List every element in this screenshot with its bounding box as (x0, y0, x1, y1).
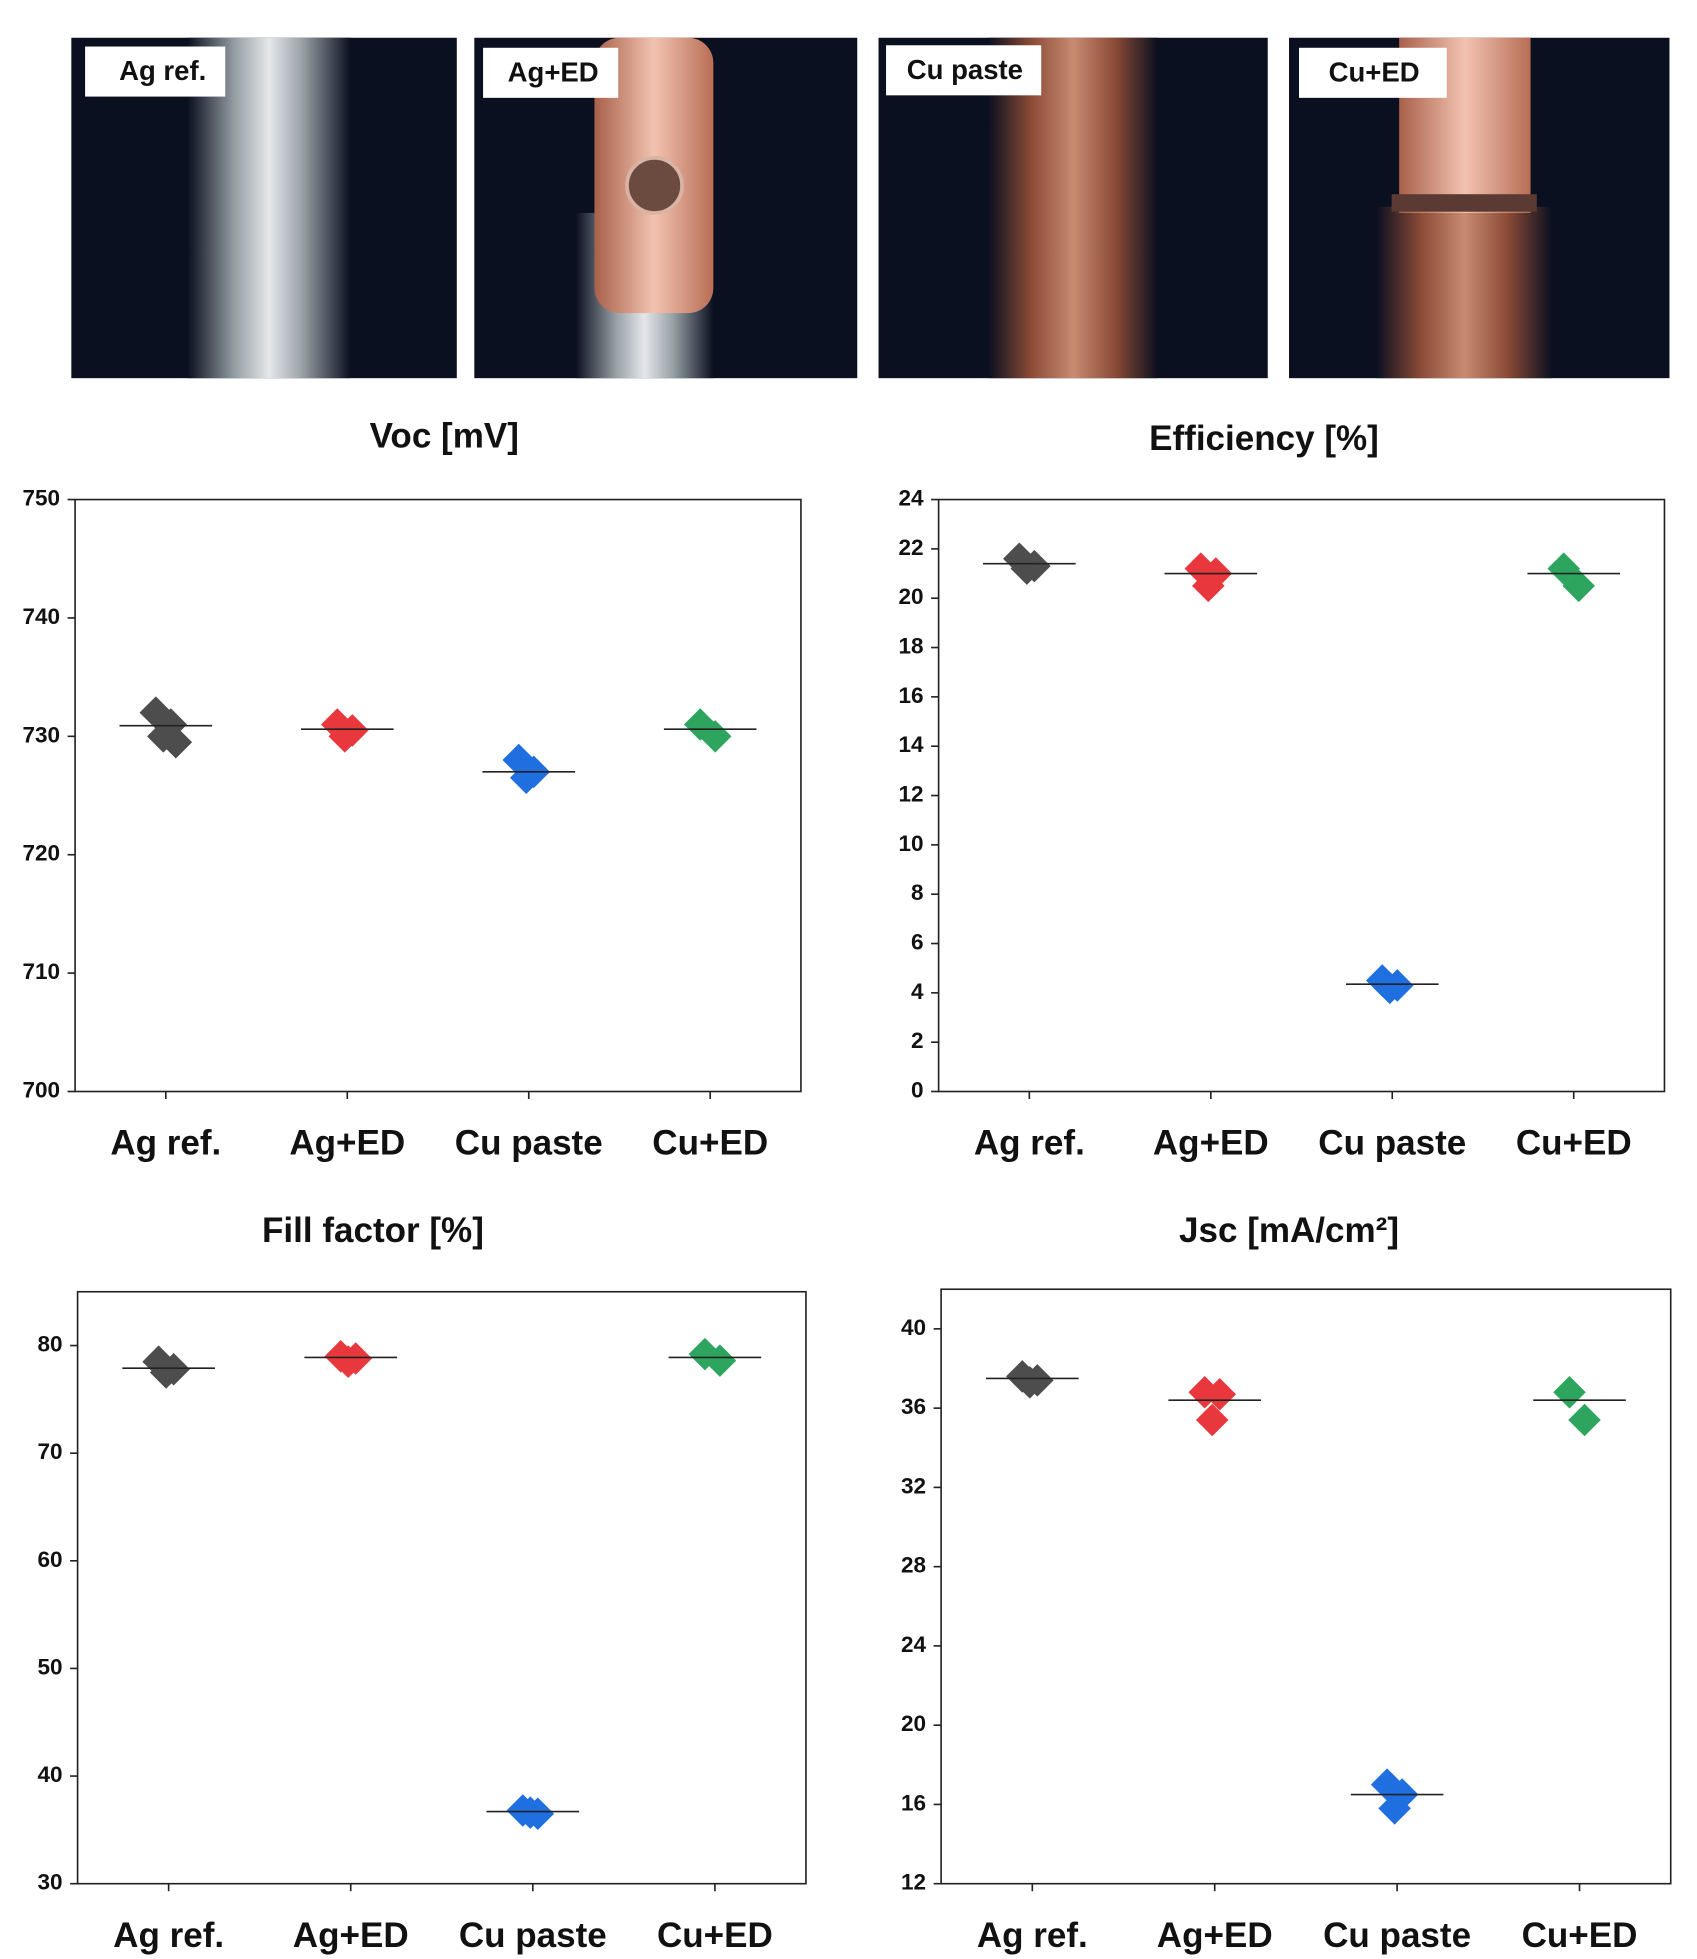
chart-title: Jsc [mA/cm²] (1179, 1211, 1399, 1250)
y-tick-label: 32 (901, 1473, 926, 1498)
photo-label: Cu paste (907, 54, 1023, 85)
x-tick-label: Ag ref. (110, 1124, 221, 1163)
y-tick-label: 24 (901, 1632, 927, 1657)
y-tick-label: 60 (38, 1547, 63, 1572)
x-tick-label: Ag ref. (977, 1916, 1088, 1955)
y-tick-label: 50 (38, 1654, 63, 1679)
x-tick-label: Ag ref. (974, 1124, 1085, 1163)
y-tick-label: 730 (22, 722, 60, 747)
y-tick-label: 28 (901, 1553, 926, 1578)
page: Ag ref. Ag+ED Cu paste Cu+ED Voc [mV]700… (0, 0, 1697, 1959)
x-tick-label: Ag+ED (293, 1916, 409, 1955)
x-tick-label: Ag+ED (289, 1124, 405, 1163)
y-tick-label: 40 (38, 1762, 63, 1787)
y-tick-label: 40 (901, 1315, 926, 1340)
x-tick-label: Cu+ED (1522, 1916, 1638, 1955)
photo-label: Cu+ED (1329, 56, 1420, 87)
photo-detail (1392, 194, 1537, 212)
x-tick-label: Ag+ED (1153, 1124, 1269, 1163)
y-tick-label: 720 (22, 841, 60, 866)
x-tick-label: Cu+ED (1516, 1124, 1632, 1163)
y-tick-label: 30 (38, 1870, 63, 1895)
photos: Ag ref. Ag+ED Cu paste Cu+ED (71, 38, 1669, 378)
photo-detail (627, 158, 682, 213)
y-tick-label: 750 (22, 486, 60, 511)
data-point (1553, 1376, 1586, 1409)
x-tick-label: Cu paste (455, 1124, 603, 1163)
y-tick-label: 22 (899, 535, 924, 560)
y-tick-label: 740 (22, 604, 60, 629)
x-tick-label: Cu paste (1318, 1124, 1466, 1163)
y-tick-label: 16 (899, 683, 924, 708)
y-tick-label: 80 (38, 1332, 63, 1357)
chart-title: Fill factor [%] (262, 1211, 484, 1250)
photo-label: Ag+ED (508, 56, 599, 87)
photo-band (1377, 207, 1552, 378)
y-tick-label: 70 (38, 1439, 63, 1464)
y-tick-label: 10 (899, 831, 924, 856)
y-tick-label: 4 (911, 979, 924, 1004)
y-tick-label: 6 (911, 929, 924, 954)
y-tick-label: 18 (899, 633, 924, 658)
y-tick-label: 8 (911, 880, 924, 905)
y-tick-label: 16 (901, 1790, 926, 1815)
chart-title: Voc [mV] (370, 416, 519, 455)
y-tick-label: 710 (22, 959, 60, 984)
x-tick-label: Cu+ED (652, 1124, 768, 1163)
data-point (1568, 1404, 1601, 1437)
x-tick-label: Cu paste (1323, 1916, 1471, 1955)
y-tick-label: 24 (899, 486, 925, 511)
y-tick-label: 20 (901, 1711, 926, 1736)
data-point (1196, 1404, 1229, 1437)
figure: Ag ref. Ag+ED Cu paste Cu+ED Voc [mV]700… (0, 0, 1697, 1959)
plot-frame (75, 500, 801, 1092)
x-tick-label: Cu+ED (657, 1916, 773, 1955)
chart-title: Efficiency [%] (1149, 419, 1379, 458)
x-tick-label: Ag ref. (113, 1916, 224, 1955)
plot-frame (939, 500, 1665, 1092)
x-tick-label: Ag+ED (1157, 1916, 1273, 1955)
y-tick-label: 12 (901, 1870, 926, 1895)
photo-label: Ag ref. (119, 55, 206, 86)
y-tick-label: 36 (901, 1394, 926, 1419)
y-tick-label: 14 (899, 732, 925, 757)
y-tick-label: 700 (22, 1077, 60, 1102)
x-tick-label: Cu paste (459, 1916, 607, 1955)
plot-frame (78, 1292, 806, 1884)
y-tick-label: 0 (911, 1077, 924, 1102)
y-tick-label: 2 (911, 1028, 924, 1053)
y-tick-label: 20 (899, 584, 924, 609)
y-tick-label: 12 (899, 781, 924, 806)
